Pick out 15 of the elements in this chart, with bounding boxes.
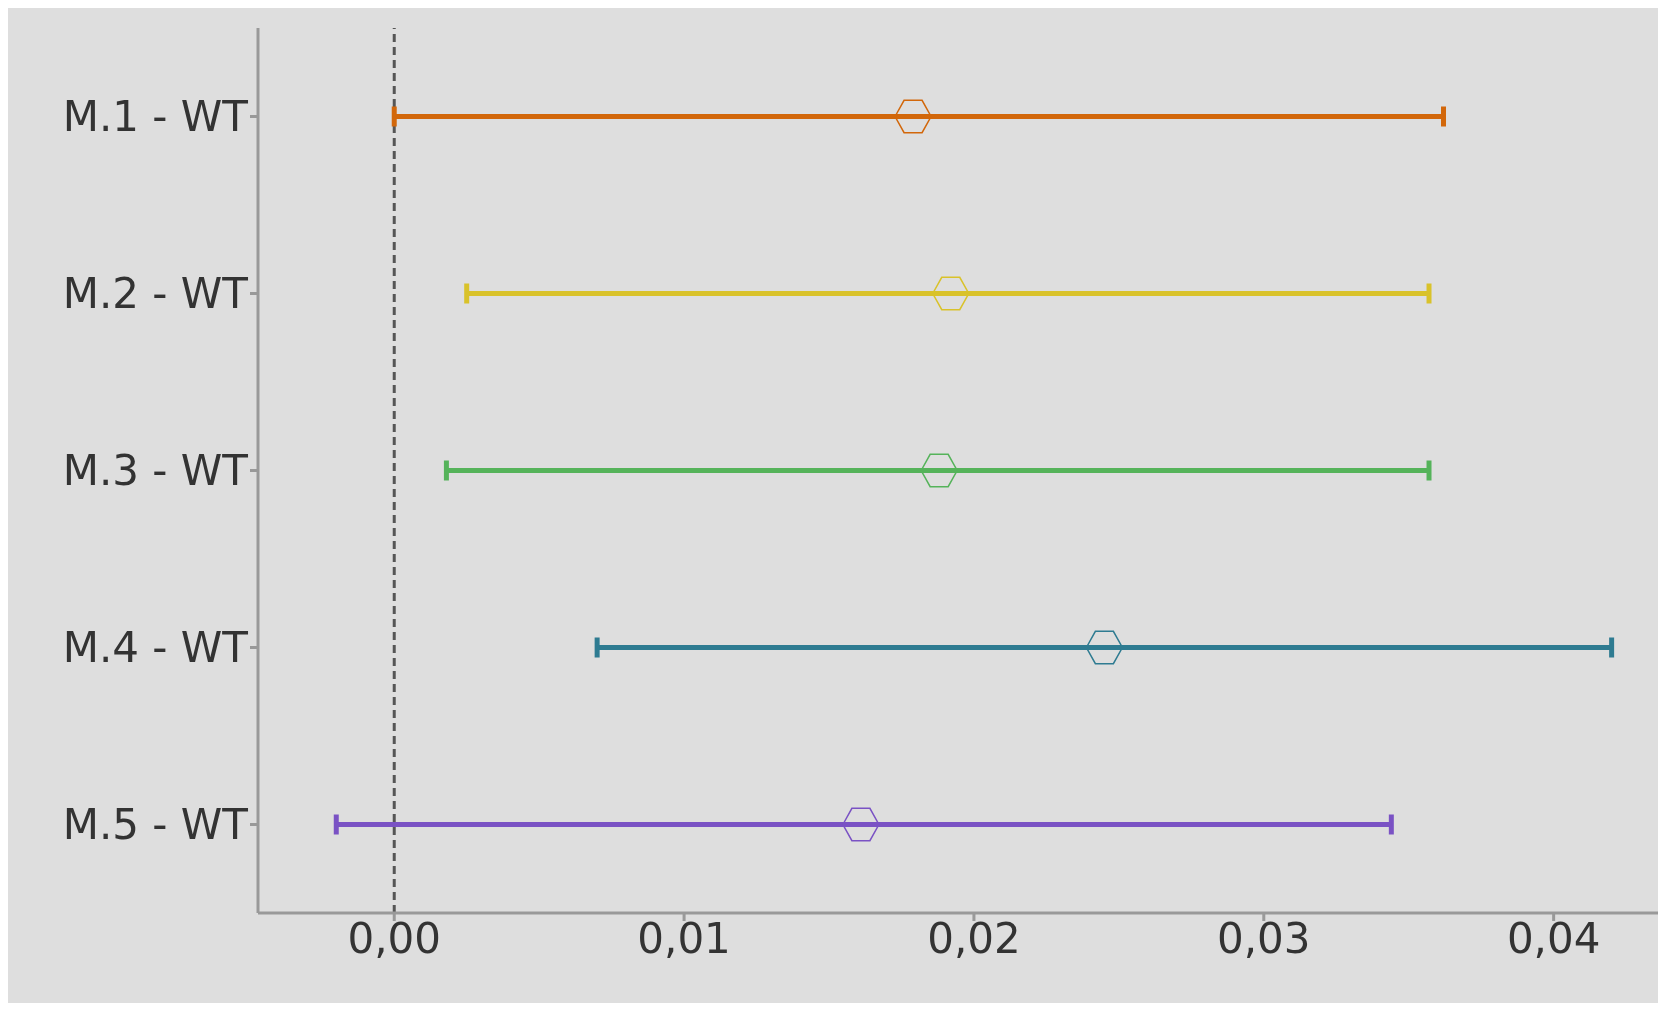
x-tick-label: 0,00 xyxy=(347,913,441,963)
y-tick-label: M.1 - WT xyxy=(62,92,249,142)
point xyxy=(920,453,958,488)
point xyxy=(1085,630,1124,665)
x-tick-label: 0,02 xyxy=(927,913,1021,963)
point xyxy=(894,99,932,134)
x-tick-label: 0,03 xyxy=(1217,913,1311,963)
y-tick-label: M.4 - WT xyxy=(62,623,249,673)
point xyxy=(932,276,970,311)
x-tick-label: 0,01 xyxy=(637,913,731,963)
y-tick-label: M.5 - WT xyxy=(62,800,249,850)
point xyxy=(842,807,880,842)
y-tick-label: M.3 - WT xyxy=(62,446,249,496)
y-tick-label: M.2 - WT xyxy=(62,269,249,319)
x-tick-label: 0,04 xyxy=(1506,913,1601,963)
